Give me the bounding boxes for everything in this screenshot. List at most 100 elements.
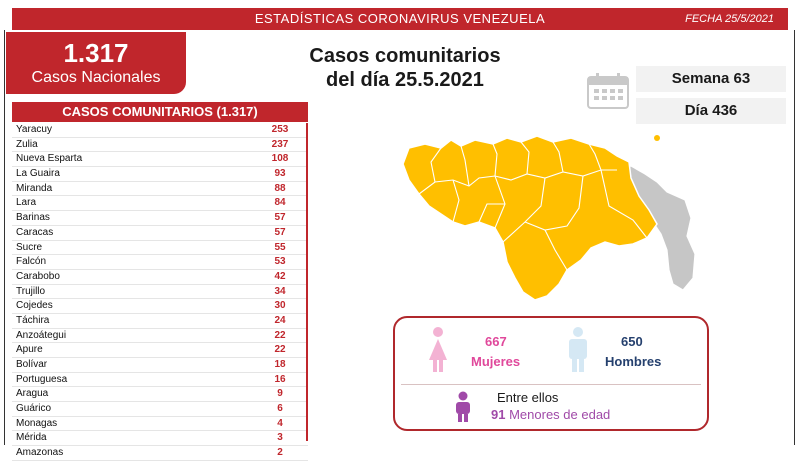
table-row: Carabobo 42 [12, 270, 308, 285]
main-title-line1: Casos comunitarios [309, 45, 501, 67]
table-row: Trujillo 34 [12, 285, 308, 300]
header-bar: ESTADÍSTICAS CORONAVIRUS VENEZUELA FECHA… [0, 0, 800, 35]
state-name: Portuguesa [16, 373, 68, 385]
state-name: Amazonas [16, 447, 64, 459]
state-cases: 42 [274, 270, 286, 282]
table-row: Zulia 237 [12, 138, 308, 153]
gender-box: 667 Mujeres 650 Hombres Entre ellos 91 M… [393, 316, 709, 431]
main-title-line2: del día 25.5.2021 [326, 69, 484, 91]
table-row: Miranda 88 [12, 182, 308, 197]
state-name: Sucre [16, 241, 43, 253]
table-divider [306, 123, 308, 441]
minors-line: 91 Menores de edad [491, 407, 610, 422]
table-row: Portuguesa 16 [12, 373, 308, 388]
venezuela-map [402, 135, 696, 301]
table-row: Lara 84 [12, 196, 308, 212]
table-header: CASOS COMUNITARIOS (1.317) [12, 102, 308, 122]
table-row: Falcón 53 [12, 255, 308, 270]
minors-count: 91 [491, 407, 506, 422]
gender-separator [401, 384, 701, 385]
state-name: Trujillo [16, 285, 46, 297]
table-row: Monagas 4 [12, 417, 308, 432]
state-cases: 57 [274, 212, 286, 224]
left-border [4, 30, 5, 445]
state-name: Aragua [16, 388, 49, 400]
header-date: FECHA 25/5/2021 [685, 13, 774, 25]
table-row: Mérida 3 [12, 431, 308, 447]
state-cases: 34 [274, 285, 286, 297]
men-count: 650 [621, 334, 643, 349]
among-label: Entre ellos [497, 390, 559, 405]
table-row: Anzoátegui 22 [12, 329, 308, 344]
state-name: Miranda [16, 182, 53, 194]
state-name: Monagas [16, 417, 58, 429]
state-name: Anzoátegui [16, 329, 67, 341]
state-name: Yaracuy [16, 124, 52, 135]
table-row: Barinas 57 [12, 211, 308, 226]
table-row: Yaracuy 253 [12, 123, 308, 138]
table-row: Táchira 24 [12, 314, 308, 329]
table-row: Nueva Esparta 108 [12, 152, 308, 168]
women-label: Mujeres [471, 354, 521, 369]
right-border [794, 30, 795, 445]
table-row: Amazonas 2 [12, 446, 308, 461]
men-label: Hombres [605, 354, 662, 369]
state-name: Bolívar [16, 359, 48, 370]
state-cases: 237 [271, 138, 289, 150]
state-name: Lara [16, 197, 37, 209]
state-cases: 55 [274, 241, 286, 253]
state-cases: 30 [274, 300, 286, 312]
state-name: Guárico [16, 403, 52, 415]
woman-icon [429, 327, 447, 372]
state-cases: 18 [274, 359, 286, 370]
state-name: Barinas [16, 212, 50, 224]
state-name: Táchira [16, 314, 50, 326]
state-cases: 84 [274, 197, 286, 209]
national-cases-count: 1.317 [63, 38, 129, 68]
state-cases: 2 [277, 447, 283, 459]
state-cases: 88 [274, 182, 286, 194]
state-name: Carabobo [16, 270, 60, 282]
main-title: Casos comunitarios del día 25.5.2021 [290, 44, 520, 92]
state-cases: 6 [277, 403, 283, 415]
state-cases: 9 [277, 388, 283, 400]
table-row: Cojedes 30 [12, 299, 308, 314]
state-cases: 3 [277, 432, 283, 444]
state-cases: 4 [277, 417, 283, 429]
national-cases-box: 1.317 Casos Nacionales [6, 32, 186, 94]
table-row: Aragua 9 [12, 387, 308, 403]
state-name: Nueva Esparta [16, 153, 83, 165]
state-name: Mérida [16, 432, 47, 444]
table-row: Apure 22 [12, 343, 308, 358]
state-cases: 22 [274, 344, 286, 356]
state-name: La Guaira [16, 168, 60, 180]
women-count: 667 [485, 334, 507, 349]
state-cases: 93 [274, 168, 286, 180]
state-cases: 57 [274, 226, 286, 238]
state-name: Cojedes [16, 300, 53, 312]
child-icon [456, 391, 470, 422]
table-row: Guárico 6 [12, 402, 308, 417]
table-row: La Guaira 93 [12, 167, 308, 182]
table-row: Sucre 55 [12, 241, 308, 256]
state-name: Falcón [16, 256, 47, 268]
state-name: Zulia [16, 138, 38, 150]
day-label: Día 436 [636, 98, 786, 124]
table-row: Caracas 57 [12, 226, 308, 241]
calendar-icon [587, 73, 629, 109]
state-cases: 53 [274, 256, 286, 268]
man-icon [569, 327, 587, 372]
state-name: Apure [16, 344, 43, 356]
header-band: ESTADÍSTICAS CORONAVIRUS VENEZUELA FECHA… [12, 8, 788, 30]
week-label: Semana 63 [636, 66, 786, 92]
table-row: Bolívar 18 [12, 358, 308, 373]
cases-table: Yaracuy 253 Zulia 237 Nueva Esparta 108 La Gua… [12, 123, 308, 461]
state-cases: 22 [274, 329, 286, 341]
minors-label: Menores de edad [509, 407, 611, 422]
state-cases: 108 [271, 153, 289, 165]
header-title: ESTADÍSTICAS CORONAVIRUS VENEZUELA [254, 11, 546, 26]
state-cases: 253 [271, 124, 289, 135]
national-cases-label: Casos Nacionales [31, 69, 161, 86]
state-cases: 16 [274, 373, 286, 385]
state-name: Caracas [16, 226, 54, 238]
